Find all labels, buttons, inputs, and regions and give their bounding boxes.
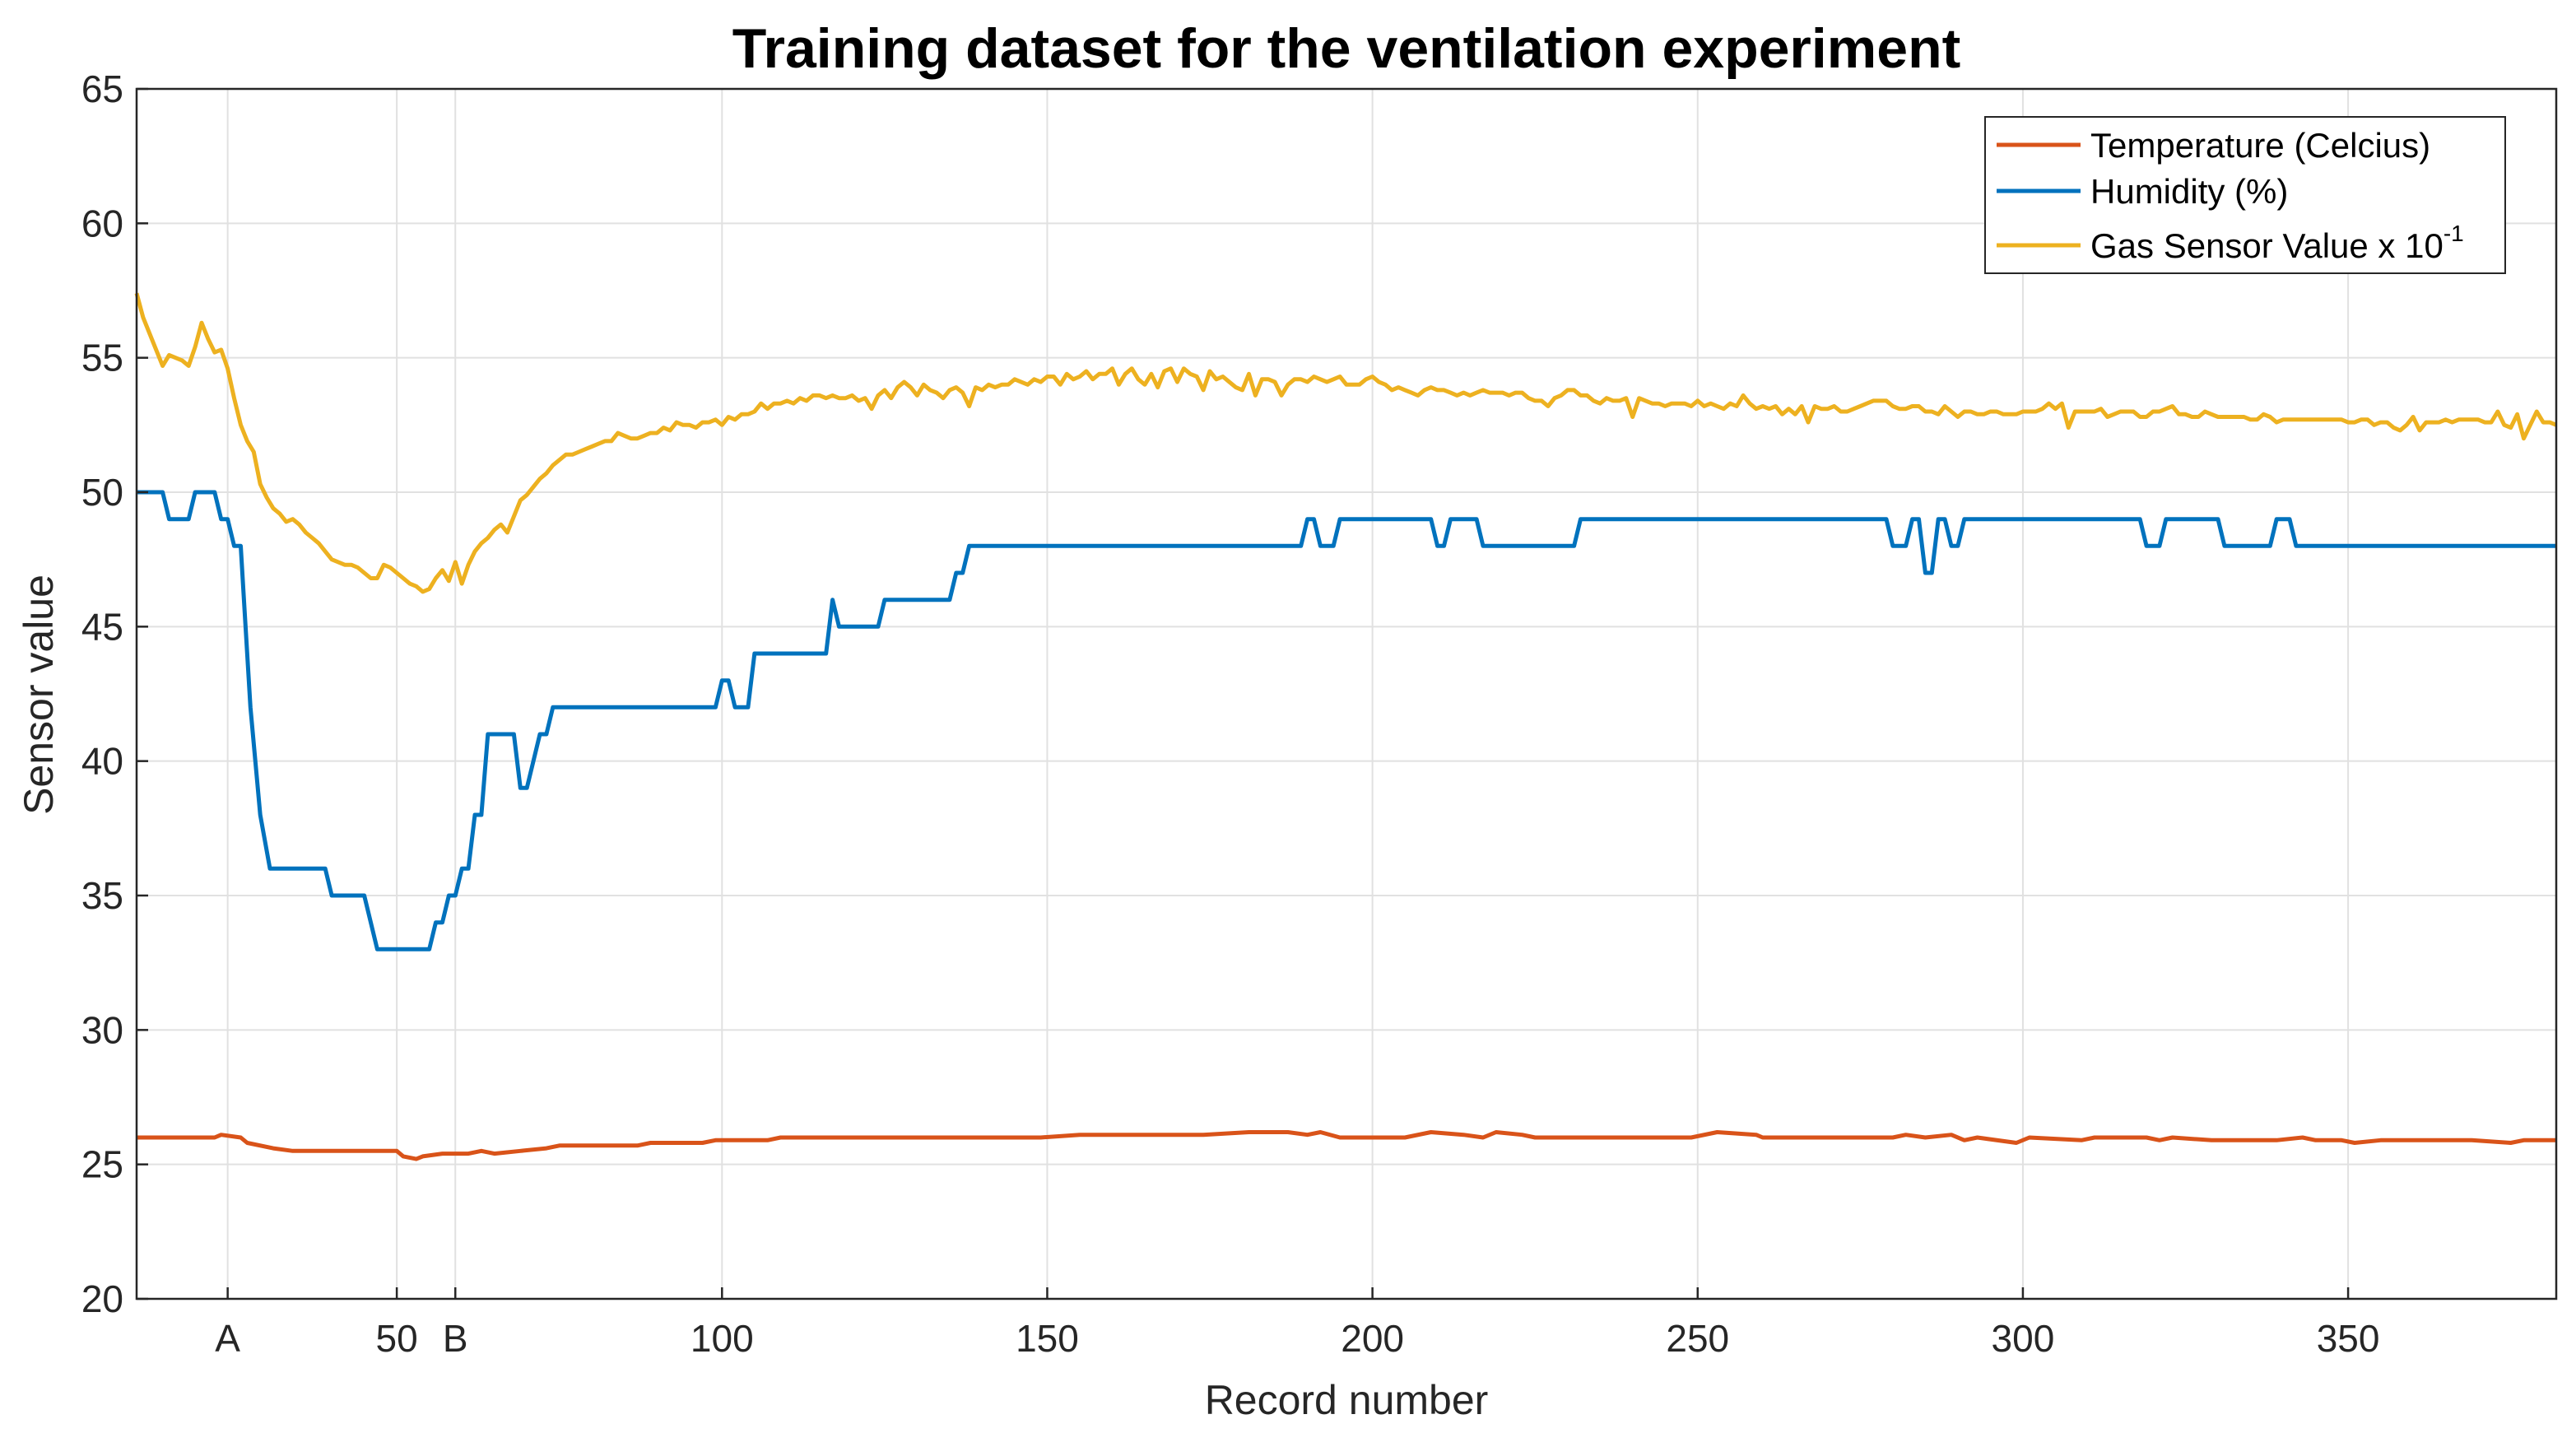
series-line-humidity [137, 490, 2556, 951]
x-tick-label-350: 350 [2317, 1317, 2380, 1360]
legend: Temperature (Celcius) Humidity (%) Gas S… [1984, 116, 2506, 274]
y-axis-label: Sensor value [16, 575, 62, 815]
y-tick-label-65: 65 [81, 67, 123, 110]
legend-label-gas-text: Gas Sensor Value x 10 [2090, 226, 2443, 265]
x-tick-label-B: B [443, 1317, 468, 1360]
x-tick-label-100: 100 [690, 1317, 754, 1360]
chart-title: Training dataset for the ventilation exp… [732, 17, 1961, 80]
x-tick-label-50: 50 [376, 1317, 418, 1360]
x-tick-label-A: A [215, 1317, 240, 1360]
x-axis-label: Record number [1205, 1377, 1489, 1423]
x-axis-ticks: A 50 B 100 150 200 250 300 350 [215, 1287, 2379, 1360]
plot-area [137, 89, 2556, 1299]
x-tick-label-150: 150 [1016, 1317, 1079, 1360]
y-tick-label-30: 30 [81, 1008, 123, 1051]
plot-frame [135, 87, 2558, 1300]
y-axis-ticks: 20 25 30 35 40 45 50 55 60 65 [81, 67, 148, 1320]
x-tick-label-200: 200 [1341, 1317, 1404, 1360]
series-line-gas [134, 292, 2557, 594]
grid [137, 88, 2556, 1300]
series-line-temperature [137, 1130, 2556, 1161]
series-group [134, 292, 2557, 1161]
y-tick-label-25: 25 [81, 1143, 123, 1186]
legend-label-humidity: Humidity (%) [2090, 172, 2288, 211]
y-tick-label-50: 50 [81, 471, 123, 514]
legend-label-gas-exponent: -1 [2443, 221, 2464, 246]
y-tick-label-40: 40 [81, 740, 123, 783]
y-tick-label-55: 55 [81, 337, 123, 379]
legend-label-gas: Gas Sensor Value x 10-1 [2090, 221, 2464, 265]
y-tick-label-60: 60 [81, 202, 123, 244]
y-tick-label-35: 35 [81, 874, 123, 917]
x-tick-label-250: 250 [1666, 1317, 1729, 1360]
x-tick-label-300: 300 [1992, 1317, 2055, 1360]
y-tick-label-45: 45 [81, 605, 123, 648]
y-tick-label-20: 20 [81, 1277, 123, 1320]
legend-label-temperature: Temperature (Celcius) [2090, 126, 2430, 165]
